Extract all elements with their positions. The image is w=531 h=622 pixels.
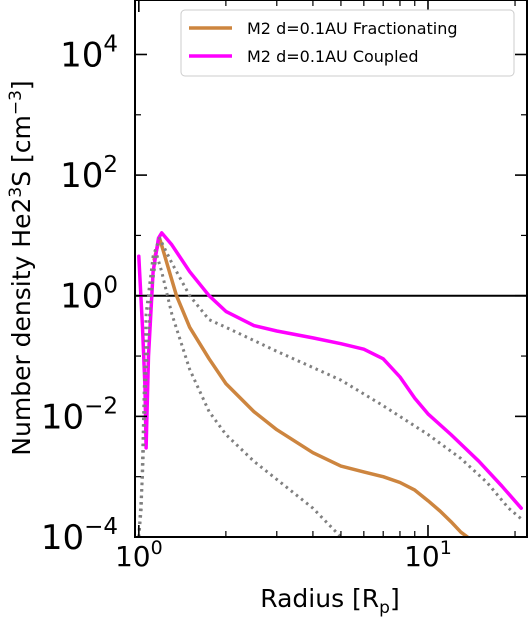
series-line-reference-dotted-3: [137, 236, 523, 537]
legend-label-coupled: M2 d=0.1AU Coupled: [247, 47, 419, 66]
legend-label-fractionating: M2 d=0.1AU Fractionating: [247, 19, 458, 38]
y-tick-label: 104: [60, 31, 118, 75]
y-axis-label: Number density He23S [cm−3]: [6, 80, 36, 455]
series-line-fractionating: [152, 236, 470, 537]
plot-frame: [134, 0, 528, 538]
legend-box: [180, 9, 515, 77]
y-tick-label: 10−2: [41, 393, 118, 437]
y-tick-label: 102: [60, 152, 118, 196]
x-tick-label: 101: [404, 537, 452, 573]
series-line-coupled: [137, 231, 523, 510]
y-tick-label: 100: [60, 273, 118, 317]
series-line-reference-dotted-2: [137, 252, 342, 537]
y-tick-label: 10−4: [41, 514, 118, 558]
legend: M2 d=0.1AU Fractionating M2 d=0.1AU Coup…: [180, 9, 515, 77]
x-tick-label: 100: [115, 537, 163, 573]
x-axis-label: Radius [Rp]: [260, 584, 399, 618]
